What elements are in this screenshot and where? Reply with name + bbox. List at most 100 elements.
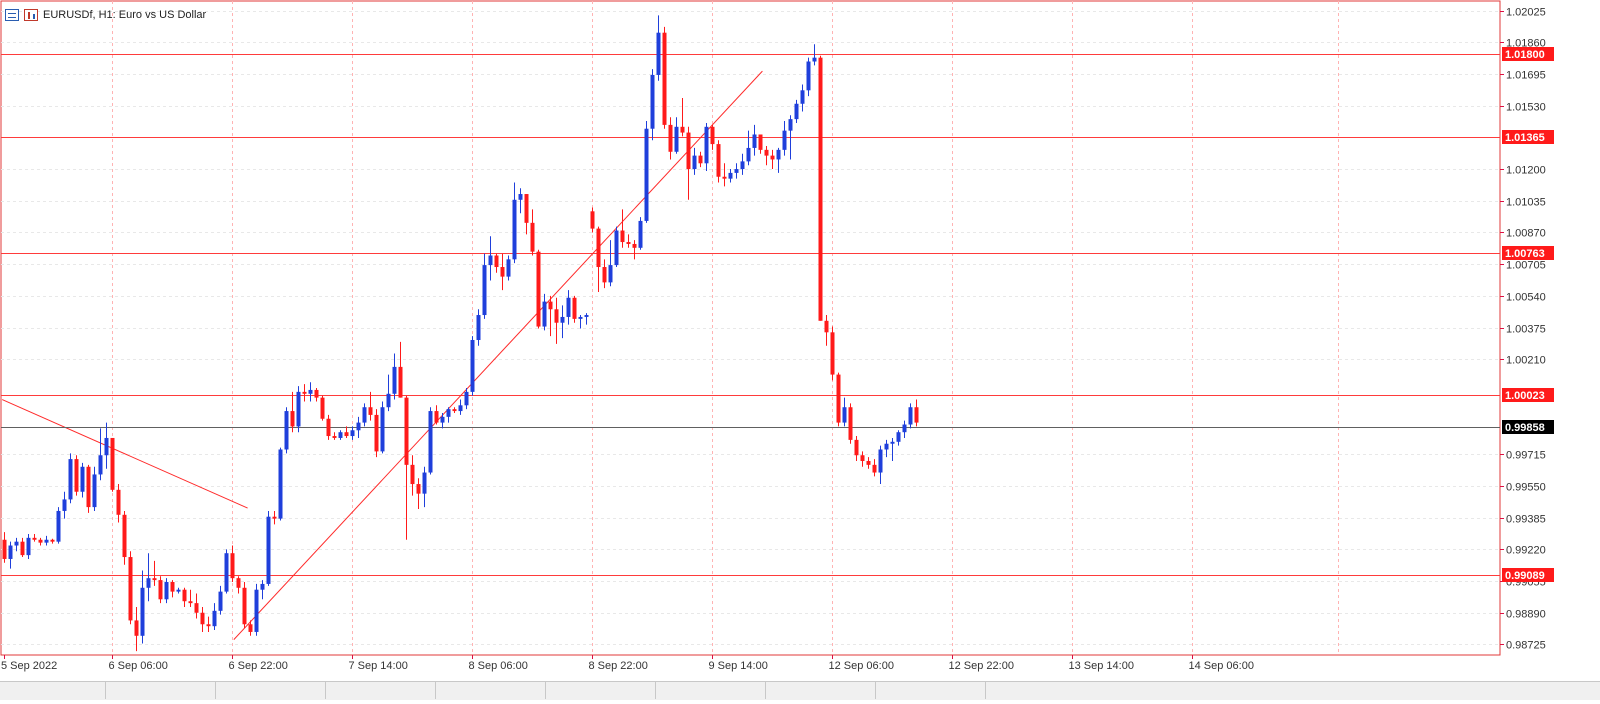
candle-bull bbox=[284, 411, 289, 450]
candle-bear bbox=[230, 553, 235, 579]
chart-tab-divider bbox=[985, 682, 986, 699]
candle-bull bbox=[728, 172, 733, 179]
candle-bull bbox=[800, 90, 805, 104]
candle-bull bbox=[62, 499, 67, 511]
candle-bull bbox=[254, 589, 259, 632]
candle-bear bbox=[764, 149, 769, 156]
y-tick-label: 1.01530 bbox=[1506, 102, 1546, 114]
y-tick-label: 1.02025 bbox=[1506, 7, 1546, 19]
candle-bull bbox=[212, 610, 217, 627]
candle-bear bbox=[128, 557, 133, 621]
price-level-label: 1.01800 bbox=[1505, 49, 1545, 61]
candle-bull bbox=[380, 407, 385, 452]
candle-bull bbox=[584, 315, 589, 317]
trendline[interactable] bbox=[233, 70, 763, 640]
chart-tab-divider bbox=[765, 682, 766, 699]
y-tick-label: 0.99220 bbox=[1506, 545, 1546, 557]
candle-bull bbox=[392, 366, 397, 394]
candle-bull bbox=[26, 537, 31, 556]
candle-bear bbox=[848, 407, 853, 440]
candle-bull bbox=[350, 430, 355, 437]
chart-bars-icon[interactable] bbox=[24, 9, 38, 21]
candle-bear bbox=[320, 397, 325, 419]
x-tick-label: 12 Sep 22:00 bbox=[949, 660, 1014, 672]
candle-bull bbox=[470, 340, 475, 392]
chart-tab-divider bbox=[875, 682, 876, 699]
y-tick-label: 0.98725 bbox=[1506, 640, 1546, 652]
candle-bull bbox=[362, 407, 367, 423]
candle-bear bbox=[698, 155, 703, 164]
candle-bear bbox=[50, 539, 55, 542]
candle-bear bbox=[110, 437, 115, 490]
candle-bull bbox=[788, 119, 793, 131]
y-tick-label: 0.99385 bbox=[1506, 514, 1546, 526]
candle-bear bbox=[158, 580, 163, 600]
candle-bull bbox=[8, 545, 13, 559]
price-level-label-bg bbox=[1502, 568, 1554, 582]
candle-bull bbox=[446, 409, 451, 417]
candle-bull bbox=[518, 194, 523, 200]
x-tick-label: 9 Sep 14:00 bbox=[709, 660, 768, 672]
candle-bull bbox=[44, 539, 49, 543]
candle-bear bbox=[572, 297, 577, 319]
candle-bear bbox=[368, 407, 373, 415]
candle-bear bbox=[626, 242, 631, 244]
candle-bear bbox=[410, 464, 415, 485]
price-level-label: 1.01365 bbox=[1505, 132, 1545, 144]
candle-bull bbox=[176, 589, 181, 592]
x-tick-label: 8 Sep 22:00 bbox=[589, 660, 648, 672]
candle-bear bbox=[182, 589, 187, 602]
candle-bear bbox=[206, 624, 211, 627]
candle-bear bbox=[500, 267, 505, 277]
candle-bull bbox=[296, 391, 301, 427]
price-level-label: 0.99089 bbox=[1505, 570, 1545, 582]
candle-bear bbox=[242, 587, 247, 625]
candle-bear bbox=[632, 243, 637, 248]
candle-bull bbox=[734, 169, 739, 173]
candle-bear bbox=[416, 484, 421, 494]
trendline[interactable] bbox=[1, 399, 248, 509]
candle-bull bbox=[656, 32, 661, 75]
chart-tab-divider bbox=[435, 682, 436, 699]
candle-bear bbox=[200, 612, 205, 625]
candle-bull bbox=[812, 57, 817, 62]
candle-bull bbox=[278, 449, 283, 519]
candle-bull bbox=[482, 265, 487, 316]
candle-bear bbox=[248, 624, 253, 632]
candle-bull bbox=[578, 316, 583, 319]
candle-bull bbox=[218, 591, 223, 611]
chart-tab-divider bbox=[325, 682, 326, 699]
candle-bull bbox=[776, 149, 781, 160]
candle-bear bbox=[122, 514, 127, 558]
candle-bear bbox=[602, 267, 607, 283]
candle-bear bbox=[194, 603, 199, 613]
candle-bull bbox=[338, 432, 343, 438]
candle-bear bbox=[620, 230, 625, 243]
chart-tabs-strip[interactable] bbox=[0, 681, 1600, 700]
x-tick-label: 5 Sep 2022 bbox=[1, 660, 57, 672]
candle-bull bbox=[356, 422, 361, 431]
candle-bull bbox=[512, 199, 517, 260]
candle-bear bbox=[836, 374, 841, 423]
candle-bull bbox=[674, 126, 679, 152]
candle-bear bbox=[452, 409, 457, 412]
candle-bull bbox=[794, 103, 799, 120]
x-tick-label: 6 Sep 06:00 bbox=[109, 660, 168, 672]
candle-bull bbox=[164, 582, 169, 600]
candle-bull bbox=[422, 472, 427, 494]
list-icon[interactable] bbox=[5, 9, 19, 21]
candle-bear bbox=[20, 541, 25, 556]
candle-bull bbox=[140, 587, 145, 636]
symbol-title: EURUSDf, H1: Euro vs US Dollar bbox=[43, 9, 207, 21]
candle-bull bbox=[458, 405, 463, 412]
candle-bear bbox=[548, 301, 553, 310]
candle-bull bbox=[908, 407, 913, 425]
candle-bull bbox=[746, 147, 751, 162]
candle-bear bbox=[2, 539, 7, 559]
candle-bull bbox=[752, 134, 757, 148]
x-tick-label: 8 Sep 06:00 bbox=[469, 660, 528, 672]
candle-bull bbox=[608, 265, 613, 283]
candle-bear bbox=[872, 464, 877, 473]
